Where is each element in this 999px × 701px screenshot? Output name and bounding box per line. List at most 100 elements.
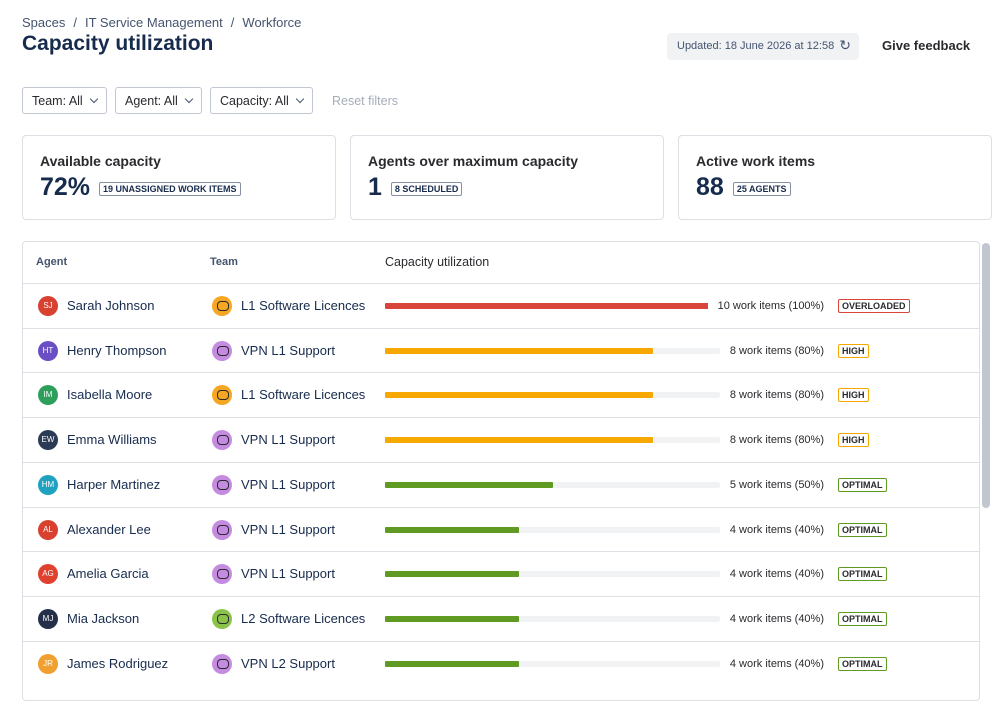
table-row[interactable]: HM Harper Martinez VPN L1 Support 5 work it… bbox=[23, 461, 979, 507]
table-row[interactable]: JR James Rodriguez VPN L2 Support 4 work it… bbox=[23, 640, 979, 686]
load-label: 4 work items (40%) bbox=[719, 657, 824, 670]
column-header[interactable]: Capacity utilization bbox=[385, 255, 490, 269]
team-icon bbox=[212, 564, 232, 585]
load-label: 4 work items (40%) bbox=[719, 568, 824, 581]
progress-track bbox=[385, 347, 720, 354]
agent-name: James Rodriguez bbox=[67, 655, 169, 671]
page-title: Capacity utilization bbox=[22, 32, 214, 55]
progress-bar bbox=[385, 660, 519, 667]
agent-name: Amelia Garcia bbox=[67, 566, 149, 582]
feedback-button[interactable]: Give feedback bbox=[882, 38, 971, 53]
team-icon bbox=[212, 385, 232, 406]
status-badge: OPTIMAL bbox=[838, 656, 887, 671]
table-row[interactable]: MJ Mia Jackson L2 Software Licences 4 work … bbox=[23, 595, 979, 641]
avatar: JR bbox=[38, 653, 58, 674]
progress-bar bbox=[385, 615, 519, 622]
progress-track bbox=[385, 303, 720, 309]
breadcrumb-separator: / bbox=[73, 15, 77, 30]
load-label: 4 work items (40%) bbox=[719, 612, 824, 625]
team-name: VPN L2 Support bbox=[241, 655, 335, 671]
page: Spaces / IT Service Management / Workforce C… bbox=[0, 0, 999, 685]
filter-dropdown[interactable]: Capacity: All bbox=[210, 87, 313, 114]
table-row[interactable]: AG Amelia Garcia VPN L1 Support 4 work item… bbox=[23, 551, 979, 596]
progress-bar bbox=[385, 481, 553, 488]
breadcrumb-link[interactable]: Workforce bbox=[242, 15, 302, 30]
team-name: VPN L1 Support bbox=[241, 521, 335, 537]
avatar: HT bbox=[38, 340, 58, 361]
load-label: 8 work items (80%) bbox=[719, 434, 824, 447]
breadcrumb-separator: / bbox=[230, 15, 235, 30]
table-row[interactable]: AL Alexander Lee VPN L1 Support 4 work item… bbox=[23, 506, 979, 552]
card-badge: 25 AGENTS bbox=[732, 181, 791, 196]
breadcrumb: Spaces / IT Service Management / Workforce bbox=[22, 15, 301, 30]
progress-track bbox=[385, 481, 720, 488]
load-label: 4 work items (40%) bbox=[719, 523, 824, 536]
avatar: AL bbox=[38, 519, 58, 540]
column-header: Agent bbox=[36, 256, 68, 268]
status-badge: OPTIMAL bbox=[838, 477, 887, 492]
team-name: L2 Software Licences bbox=[241, 610, 366, 626]
progress-track bbox=[385, 526, 720, 533]
card-badge: 8 SCHEDULED bbox=[390, 181, 463, 196]
refresh-icon: ↻ bbox=[839, 37, 851, 53]
progress-bar bbox=[385, 347, 653, 354]
agent-name: Mia Jackson bbox=[67, 610, 140, 626]
card-title: Available capacity bbox=[40, 153, 161, 169]
agent-name: Henry Thompson bbox=[67, 342, 167, 358]
progress-bar bbox=[385, 526, 519, 533]
team-name: VPN L1 Support bbox=[241, 342, 335, 358]
column-header: Team bbox=[210, 256, 238, 268]
breadcrumb-link[interactable]: IT Service Management bbox=[85, 15, 223, 30]
team-name: L1 Software Licences bbox=[241, 387, 366, 403]
scrollbar[interactable] bbox=[982, 243, 990, 508]
team-icon bbox=[212, 296, 232, 316]
updated-text: Updated: 18 June 2026 at 12:58 bbox=[677, 40, 835, 52]
updated-status[interactable]: Updated: 18 June 2026 at 12:58 ↻ bbox=[667, 33, 859, 60]
card-value: 72% bbox=[40, 173, 91, 201]
avatar: HM bbox=[38, 474, 58, 495]
breadcrumb-link[interactable]: Spaces bbox=[22, 15, 66, 30]
avatar: EW bbox=[38, 430, 58, 451]
reset-filters[interactable]: Reset filters bbox=[332, 94, 398, 108]
progress-track bbox=[385, 615, 720, 622]
summary-card: Agents over maximum capacity 1 8 SCHEDULED bbox=[350, 135, 664, 220]
load-label: 5 work items (50%) bbox=[719, 478, 824, 491]
filter-dropdown[interactable]: Team: All bbox=[22, 87, 107, 114]
card-title: Active work items bbox=[696, 153, 816, 169]
progress-track bbox=[385, 437, 720, 444]
table-row[interactable]: SJ Sarah Johnson L1 Software Licences 10 wo… bbox=[23, 283, 979, 328]
status-badge: OPTIMAL bbox=[838, 611, 887, 626]
progress-bar bbox=[385, 571, 519, 578]
status-badge: OPTIMAL bbox=[838, 567, 887, 582]
progress-bar bbox=[385, 437, 653, 444]
table-row[interactable]: HT Henry Thompson VPN L1 Support 8 work ite… bbox=[23, 327, 979, 373]
avatar: SJ bbox=[38, 296, 58, 316]
team-icon bbox=[212, 653, 232, 674]
team-icon bbox=[212, 519, 232, 540]
card-title: Agents over maximum capacity bbox=[368, 153, 579, 169]
status-badge: HIGH bbox=[838, 343, 869, 358]
filter-dropdown[interactable]: Agent: All bbox=[115, 87, 202, 114]
agent-name: Harper Martinez bbox=[67, 476, 161, 492]
card-badge: 19 UNASSIGNED WORK ITEMS bbox=[99, 181, 241, 196]
status-badge: HIGH bbox=[838, 388, 869, 403]
table-row[interactable]: IM Isabella Moore L1 Software Licences 8 wo… bbox=[23, 372, 979, 417]
card-value: 88 bbox=[696, 173, 724, 201]
status-badge: OPTIMAL bbox=[838, 522, 887, 537]
agent-table: Agent Team Capacity utilization SJ Sarah Joh… bbox=[22, 241, 980, 701]
status-badge: OVERLOADED bbox=[838, 299, 910, 313]
agent-name: Alexander Lee bbox=[67, 521, 151, 537]
table-row[interactable]: EW Emma Williams VPN L1 Support 8 work item… bbox=[23, 417, 979, 462]
team-name: VPN L1 Support bbox=[241, 476, 335, 492]
agent-name: Sarah Johnson bbox=[67, 298, 155, 313]
avatar: IM bbox=[38, 385, 58, 406]
progress-track bbox=[385, 660, 720, 667]
load-label: 8 work items (80%) bbox=[719, 389, 824, 402]
load-label: 10 work items (100%) bbox=[707, 300, 824, 312]
agent-name: Isabella Moore bbox=[67, 387, 153, 403]
status-badge: HIGH bbox=[838, 433, 869, 448]
progress-track bbox=[385, 392, 720, 399]
team-icon bbox=[212, 608, 232, 629]
team-icon bbox=[212, 340, 232, 361]
team-icon bbox=[212, 430, 232, 451]
